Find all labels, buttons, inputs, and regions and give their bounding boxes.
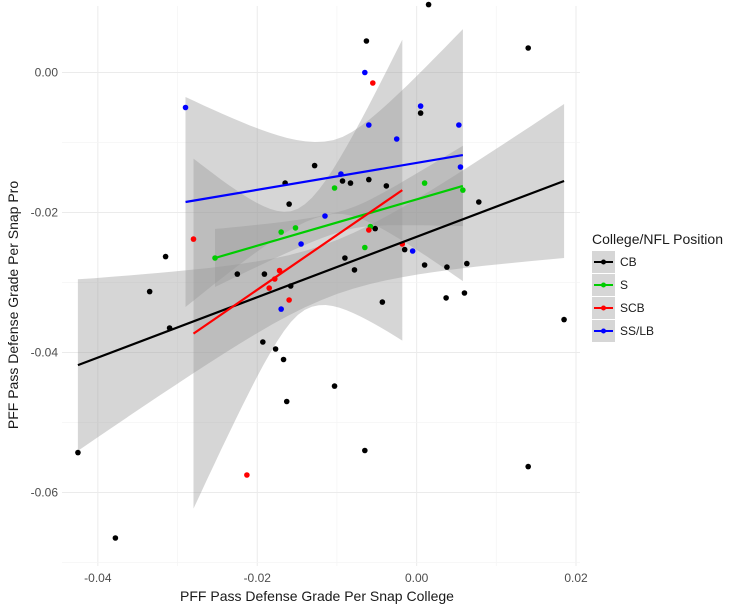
data-point-ss-lb: [322, 213, 328, 219]
data-point-ss-lb: [417, 103, 424, 109]
data-point-cb: [443, 295, 449, 301]
data-point-ss-lb: [457, 164, 464, 170]
data-point-cb: [351, 267, 358, 273]
data-point-cb: [234, 271, 241, 277]
legend-key-point-s: [601, 282, 606, 288]
tick-labels: -0.04 -0.02 0.00 0.02 -0.06 -0.04 -0.02 0.00: [31, 66, 588, 586]
legend-key-point-scb: [601, 305, 606, 311]
x-tick-label: 0.00: [405, 571, 429, 585]
data-point-cb: [112, 535, 119, 541]
x-tick-label: -0.04: [84, 571, 112, 585]
fit-line-scb: [192, 189, 403, 335]
y-tick-label: -0.02: [31, 206, 59, 220]
x-tick-label: -0.02: [244, 571, 272, 585]
data-point-ss-lb: [298, 241, 304, 247]
data-point-cb: [347, 180, 354, 186]
data-point-cb: [272, 346, 279, 352]
fit-line-cb: [77, 179, 565, 367]
data-point-cb: [379, 299, 386, 305]
data-point-cb: [311, 162, 318, 169]
data-point-cb: [421, 262, 428, 268]
data-point-cb: [401, 246, 408, 253]
x-axis-title: PFF Pass Defense Grade Per Snap College: [180, 588, 454, 604]
data-point-cb: [75, 449, 81, 456]
data-point-cb: [162, 253, 169, 260]
data-point-cb: [363, 38, 370, 44]
confidence-band-scb: [193, 39, 403, 509]
y-tick-label: 0.00: [35, 66, 59, 80]
data-point-cb: [417, 110, 424, 116]
legend: College/NFL Position CB S SCB SS/LB: [592, 231, 723, 342]
data-point-cb: [339, 178, 346, 184]
legend-label-s: S: [620, 278, 628, 292]
data-point-scb: [370, 80, 376, 86]
y-axis-title: PFF Pass Defense Grade Per Snap Pro: [5, 181, 21, 429]
data-point-cb: [425, 1, 432, 8]
legend-title: College/NFL Position: [592, 231, 723, 247]
legend-key-point-ss-lb: [601, 328, 606, 334]
fit-line-s: [214, 184, 464, 260]
data-point-cb: [283, 398, 290, 405]
data-point-cb: [525, 463, 531, 470]
data-points: [75, 1, 567, 541]
data-point-cb: [362, 447, 368, 454]
data-point-s: [362, 244, 368, 251]
regression-lines: [77, 154, 565, 367]
data-point-s: [460, 187, 466, 193]
data-point-scb: [266, 285, 273, 291]
data-point-s: [278, 229, 284, 235]
data-point-cb: [286, 201, 292, 207]
data-point-s: [331, 185, 338, 191]
data-point-cb: [260, 339, 266, 345]
data-point-scb: [286, 297, 292, 303]
data-point-cb: [366, 176, 372, 183]
data-point-scb: [366, 227, 372, 233]
data-point-s: [292, 225, 299, 231]
data-point-s: [421, 180, 428, 186]
data-point-scb: [244, 472, 250, 478]
data-point-cb: [561, 316, 567, 323]
grid-lines: [62, 6, 580, 566]
data-point-cb: [372, 225, 378, 232]
data-point-scb: [190, 236, 197, 242]
data-point-cb: [461, 290, 468, 296]
confidence-band-ss-lb: [185, 29, 463, 307]
y-tick-label: -0.04: [31, 346, 59, 360]
legend-key-point-cb: [601, 259, 606, 265]
data-point-scb: [276, 267, 283, 274]
data-point-ss-lb: [393, 136, 400, 142]
data-point-ss-lb: [456, 122, 462, 128]
data-point-ss-lb: [278, 306, 284, 312]
legend-label-scb: SCB: [620, 301, 645, 315]
data-point-cb: [146, 288, 153, 295]
data-point-ss-lb: [182, 104, 189, 111]
data-point-cb: [342, 255, 348, 261]
data-point-ss-lb: [362, 69, 368, 76]
legend-entries: CB S SCB SS/LB: [592, 251, 654, 342]
data-point-ss-lb: [366, 122, 372, 128]
data-point-cb: [525, 45, 531, 51]
legend-label-ss-lb: SS/LB: [620, 324, 654, 338]
confidence-band-s: [215, 145, 463, 287]
data-point-cb: [464, 260, 470, 267]
data-point-cb: [261, 271, 268, 277]
y-tick-label: -0.06: [31, 486, 59, 500]
data-point-cb: [383, 183, 390, 189]
data-point-cb: [475, 199, 482, 205]
x-tick-label: 0.02: [564, 571, 588, 585]
fit-line-ss-lb: [185, 154, 464, 204]
data-point-cb: [331, 383, 338, 389]
data-point-cb: [444, 264, 450, 270]
data-point-cb: [280, 356, 287, 363]
legend-label-cb: CB: [620, 255, 637, 269]
data-point-ss-lb: [409, 248, 416, 254]
